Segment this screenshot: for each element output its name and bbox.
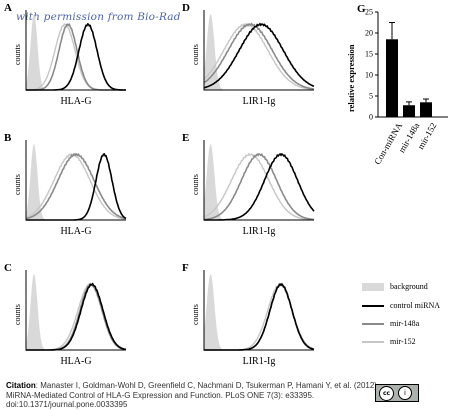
y-tick-label: 5 <box>369 92 373 101</box>
series-line-mir148a <box>203 22 315 90</box>
series-line-control <box>204 152 315 221</box>
citation-text: : Manaster I, Goldman-Wohl D, Greenfield… <box>6 381 377 410</box>
histogram-svg <box>25 270 127 351</box>
cc-license-badge[interactable]: cc i <box>375 384 419 402</box>
series-line-mir152 <box>203 152 314 221</box>
axis-lines <box>25 140 126 221</box>
citation-label: Citation <box>6 381 36 390</box>
panel-letter: C <box>4 262 12 274</box>
x-axis-label: LIR1-Ig <box>242 356 276 367</box>
legend-label-control: control miRNA <box>390 301 440 310</box>
legend-item-background: background <box>362 282 428 291</box>
bar-chart-svg: 0 5 10 15 20 25 <box>365 8 448 122</box>
axis-lines <box>25 10 126 91</box>
histogram-svg <box>203 270 315 351</box>
x-axis-label: HLA-G <box>60 96 92 107</box>
y-axis-label: counts <box>13 174 22 195</box>
legend-line-mir152 <box>362 340 384 343</box>
bar-1 <box>403 105 415 117</box>
axis-lines <box>203 270 314 351</box>
cc-icon: cc <box>379 385 394 401</box>
error-bar-2 <box>423 98 429 103</box>
y-axis-label: counts <box>191 174 200 195</box>
background-histogram <box>204 274 243 350</box>
error-bar-0 <box>389 22 395 40</box>
x-axis-label: HLA-G <box>60 226 92 237</box>
legend-line-mir148a <box>362 322 384 325</box>
series-line-control <box>203 22 315 89</box>
error-bar-1 <box>406 101 412 106</box>
series-line-control <box>204 282 315 351</box>
legend-label-mir152: mir-152 <box>390 337 416 346</box>
x-axis-label: LIR1-Ig <box>242 96 276 107</box>
axis-lines <box>203 10 314 91</box>
legend-item-mir148a: mir-148a <box>362 319 419 328</box>
attribution-icon: i <box>398 386 412 400</box>
histogram-c <box>25 270 127 351</box>
legend-item-control: control miRNA <box>362 301 440 310</box>
histogram-e <box>203 140 315 221</box>
histogram-b <box>25 140 127 221</box>
axis-lines <box>25 270 126 351</box>
panel-letter: B <box>4 132 12 144</box>
y-axis-label: counts <box>13 44 22 65</box>
axis-lines <box>203 140 314 221</box>
legend-item-mir152: mir-152 <box>362 337 416 346</box>
bar-0 <box>386 39 398 117</box>
watermark-text: with permission from Bio-Rad <box>16 11 181 23</box>
bar-chart: 0 5 10 15 20 25 <box>358 8 450 122</box>
background-histogram <box>26 14 61 91</box>
legend-label-background: background <box>390 282 428 291</box>
panel-letter: G <box>357 3 366 15</box>
legend-label-mir148a: mir-148a <box>390 319 420 328</box>
histogram-svg <box>25 140 127 221</box>
y-axis-label: counts <box>13 304 22 325</box>
background-histogram <box>26 274 61 350</box>
y-tick-label: 15 <box>365 50 373 59</box>
series-line-mir148a <box>25 152 127 220</box>
y-tick-label: 20 <box>365 29 373 38</box>
series-line-mir148a <box>203 152 315 221</box>
y-axis-label: counts <box>191 304 200 325</box>
y-tick-label: 10 <box>365 71 373 80</box>
panel-letter: F <box>182 262 189 274</box>
histogram-a <box>25 10 126 91</box>
x-axis-label: LIR1-Ig <box>242 226 276 237</box>
histogram-svg <box>203 10 315 91</box>
bar-2 <box>420 102 432 117</box>
background-histogram <box>204 14 243 91</box>
histogram-svg <box>203 140 315 221</box>
histogram-d <box>203 10 315 91</box>
citation: Citation: Manaster I, Goldman-Wohl D, Gr… <box>6 381 386 410</box>
legend-swatch-background <box>362 282 384 291</box>
background-histogram <box>204 144 243 220</box>
y-tick-label: 25 <box>365 8 373 17</box>
panel-letter: D <box>182 2 190 14</box>
histogram-svg <box>25 10 126 91</box>
y-tick-label: 0 <box>369 113 373 122</box>
panel-letter: A <box>4 2 12 14</box>
panel-letter: E <box>182 132 190 144</box>
legend-line-control <box>362 304 384 307</box>
background-histogram <box>26 144 61 220</box>
x-axis-label: HLA-G <box>60 356 92 367</box>
histogram-f <box>203 270 315 351</box>
series-line-mir152 <box>203 22 315 91</box>
y-axis-label: counts <box>191 44 200 65</box>
y-axis-label: relative expression <box>346 44 356 112</box>
